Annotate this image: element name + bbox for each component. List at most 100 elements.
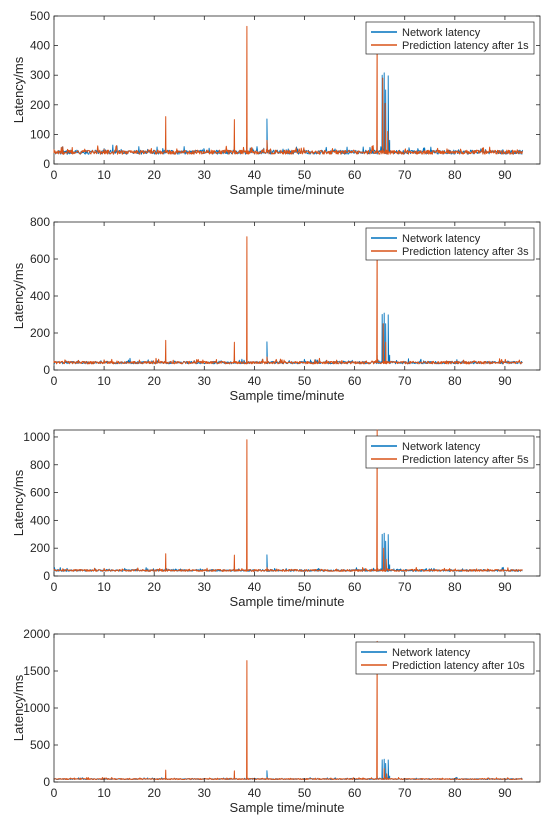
x-tick-label: 40 [248,786,262,800]
y-tick-label: 400 [30,513,50,527]
y-tick-label: 600 [30,252,50,266]
y-axis-label: Latency/ms [11,674,26,741]
x-tick-label: 10 [97,374,111,388]
chart-panel-1: 0 10 20 30 40 50 60 70 80 90 0 100 200 300 400 500 Sampl… [11,9,541,197]
x-tick-label: 60 [348,168,362,182]
x-tick-label: 50 [298,786,312,800]
series-line-prediction [53,24,523,155]
x-tick-label: 30 [198,374,212,388]
x-tick-label: 80 [448,580,462,594]
legend-box [365,435,535,469]
x-tick-label: 0 [51,374,58,388]
y-tick-label: 0 [43,775,50,789]
x-tick-label: 50 [298,374,312,388]
y-tick-label: 500 [30,9,50,23]
x-tick-label: 20 [148,168,162,182]
y-tick-label: 800 [30,458,50,472]
series-line-network [53,72,523,155]
y-axis-label: Latency/ms [11,469,26,536]
x-tick-label: 30 [198,580,212,594]
legend-entry-label: Network latency [402,233,481,245]
x-tick-label: 90 [498,786,512,800]
y-tick-label: 800 [30,215,50,229]
chart-panel-4: 0 10 20 30 40 50 60 70 80 90 0 500 1000 1500 2000 Sampl… [11,627,541,815]
y-tick-label: 500 [30,738,50,752]
x-tick-label: 80 [448,786,462,800]
x-tick-label: 10 [97,168,111,182]
x-tick-label: 10 [97,580,111,594]
x-axis-label: Sample time/minute [230,388,345,403]
y-tick-label: 200 [30,326,50,340]
x-tick-label: 80 [448,374,462,388]
x-axis-label: Sample time/minute [230,594,345,609]
y-tick-label: 600 [30,486,50,500]
y-tick-label: 0 [43,157,50,171]
series-line-prediction [53,228,523,365]
x-tick-label: 30 [198,786,212,800]
y-axis-label: Latency/ms [11,56,26,123]
x-tick-label: 80 [448,168,462,182]
x-tick-label: 70 [398,168,412,182]
y-tick-label: 100 [30,127,50,141]
x-tick-label: 40 [248,168,262,182]
x-tick-label: 20 [148,786,162,800]
series-line-prediction [53,429,523,572]
legend-entry-label: Prediction latency after 1s [402,40,529,52]
x-axis-label: Sample time/minute [230,800,345,815]
x-tick-label: 70 [398,786,412,800]
series-line-network [53,532,523,572]
legend-entry-label: Network latency [392,647,471,659]
legend-entry-label: Network latency [402,441,481,453]
series-line-prediction [53,640,523,781]
series-line-network [53,758,523,781]
y-tick-label: 400 [30,289,50,303]
x-tick-label: 50 [298,168,312,182]
legend-box [355,641,535,675]
x-tick-label: 60 [348,786,362,800]
x-tick-label: 10 [97,786,111,800]
y-tick-label: 0 [43,363,50,377]
x-tick-label: 20 [148,580,162,594]
x-tick-label: 0 [51,168,58,182]
x-tick-label: 90 [498,168,512,182]
y-axis-label: Latency/ms [11,262,26,329]
y-tick-label: 200 [30,541,50,555]
x-tick-label: 90 [498,580,512,594]
y-tick-label: 0 [43,569,50,583]
x-tick-label: 40 [248,580,262,594]
x-axis-label: Sample time/minute [230,182,345,197]
x-tick-label: 30 [198,168,212,182]
y-tick-label: 1500 [23,664,50,678]
x-tick-label: 70 [398,374,412,388]
x-tick-label: 60 [348,374,362,388]
y-tick-label: 200 [30,98,50,112]
plot-area-frame [53,15,541,165]
legend-entry-label: Prediction latency after 3s [402,246,529,258]
x-tick-label: 0 [51,786,58,800]
y-tick-label: 2000 [23,627,50,641]
y-tick-label: 400 [30,39,50,53]
y-tick-label: 300 [30,68,50,82]
legend-entry-label: Prediction latency after 5s [402,454,529,466]
plot-area-frame [53,429,541,577]
y-tick-label: 1000 [23,430,50,444]
legend-box [365,21,535,55]
chart-panel-3: 0 10 20 30 40 50 60 70 80 90 0 200 400 600 800 1000 Samp… [11,429,541,609]
x-tick-label: 40 [248,374,262,388]
x-tick-label: 60 [348,580,362,594]
y-tick-label: 1000 [23,701,50,715]
chart-panel-2: 0 10 20 30 40 50 60 70 80 90 0 200 400 600 800 Sample t… [11,215,541,403]
legend-entry-label: Network latency [402,27,481,39]
series-line-network [53,312,523,365]
x-tick-label: 50 [298,580,312,594]
x-tick-label: 0 [51,580,58,594]
x-tick-label: 70 [398,580,412,594]
x-tick-label: 20 [148,374,162,388]
x-tick-label: 90 [498,374,512,388]
legend-box [365,227,535,261]
